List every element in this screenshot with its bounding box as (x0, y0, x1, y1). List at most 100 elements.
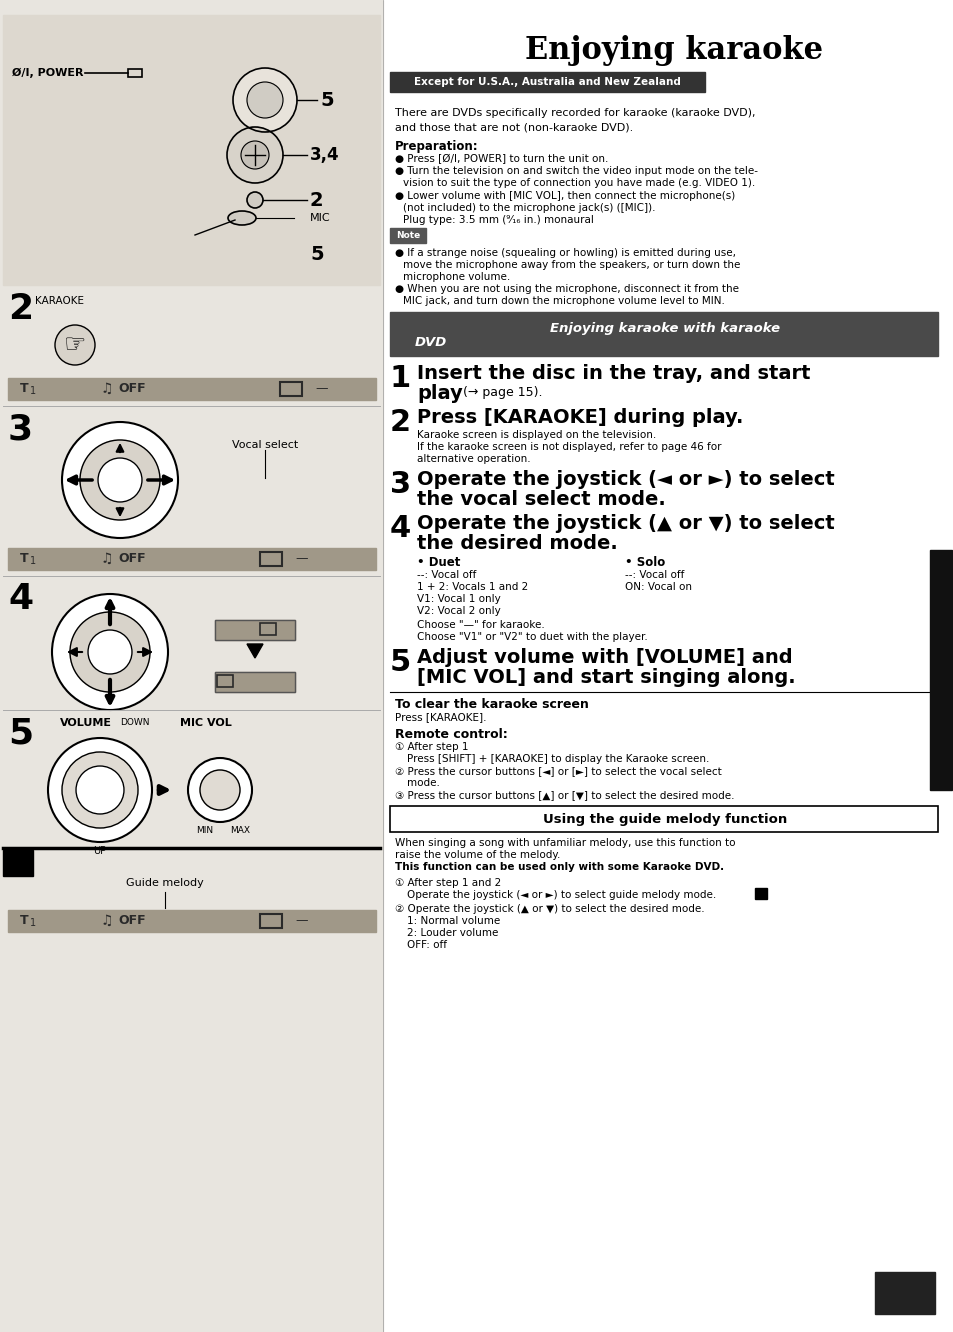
Text: Enjoying karaoke with karaoke: Enjoying karaoke with karaoke (549, 322, 780, 336)
Text: 5: 5 (319, 91, 334, 109)
Text: When singing a song with unfamiliar melody, use this function to: When singing a song with unfamiliar melo… (395, 838, 735, 848)
Text: mode.: mode. (407, 778, 439, 789)
Text: ● Turn the television on and switch the video input mode on the tele-: ● Turn the television on and switch the … (395, 166, 758, 176)
Text: microphone volume.: microphone volume. (402, 272, 510, 282)
Bar (3, 15, 379, 285)
Text: ♫: ♫ (100, 914, 112, 928)
Bar (260, 551, 282, 566)
Text: 1: 1 (30, 555, 36, 566)
Text: 5: 5 (310, 245, 323, 265)
Text: (→ page 15).: (→ page 15). (458, 386, 542, 400)
Bar (214, 673, 294, 693)
Text: 3: 3 (8, 412, 33, 446)
Text: ● Press [Ø/I, POWER] to turn the unit on.: ● Press [Ø/I, POWER] to turn the unit on… (395, 155, 608, 164)
Circle shape (247, 192, 263, 208)
Text: 4: 4 (8, 582, 33, 615)
Text: Choose "—" for karaoke.: Choose "—" for karaoke. (416, 619, 544, 630)
Text: 1: 1 (30, 386, 36, 396)
Bar (929, 550, 951, 790)
Text: Preparation:: Preparation: (395, 140, 478, 153)
Bar (214, 619, 294, 639)
Bar (280, 382, 302, 396)
Text: —: — (314, 382, 327, 396)
Circle shape (48, 738, 152, 842)
Circle shape (62, 422, 178, 538)
Bar (260, 623, 275, 635)
Text: --: Vocal off: --: Vocal off (416, 570, 476, 579)
Text: To clear the karaoke screen: To clear the karaoke screen (395, 698, 588, 711)
Text: Operate the joystick (◄ or ►) to select: Operate the joystick (◄ or ►) to select (416, 470, 834, 489)
Text: T: T (20, 551, 29, 565)
Bar (390, 806, 937, 832)
Text: OFF: off: OFF: off (407, 940, 447, 950)
Text: Enjoying karaoke: Enjoying karaoke (524, 35, 822, 67)
Text: (not included) to the microphone jack(s) ([MIC]).: (not included) to the microphone jack(s)… (402, 202, 655, 213)
Text: ③ Press the cursor buttons [▲] or [▼] to select the desired mode.: ③ Press the cursor buttons [▲] or [▼] to… (395, 790, 734, 801)
Circle shape (70, 611, 150, 693)
Text: • Solo: • Solo (624, 555, 664, 569)
Bar (390, 72, 704, 92)
Circle shape (62, 753, 138, 829)
Text: Remote control:: Remote control: (395, 729, 507, 741)
Text: A: A (758, 888, 763, 898)
Text: OFF: OFF (118, 551, 146, 565)
Bar (874, 1272, 934, 1313)
Text: OFF: OFF (118, 914, 146, 927)
Text: ● Lower volume with [MIC VOL], then connect the microphone(s): ● Lower volume with [MIC VOL], then conn… (395, 190, 735, 201)
Text: Press [SHIFT] + [KARAOKE] to display the Karaoke screen.: Press [SHIFT] + [KARAOKE] to display the… (407, 754, 709, 765)
Text: 1: 1 (390, 364, 411, 393)
Text: the vocal select mode.: the vocal select mode. (416, 490, 665, 509)
Text: DVD: DVD (415, 336, 447, 349)
Text: 2: 2 (310, 190, 323, 209)
Text: MIN: MIN (196, 826, 213, 835)
Circle shape (55, 325, 95, 365)
Text: VOLUME: VOLUME (60, 718, 112, 729)
Bar (390, 228, 426, 242)
Text: —: — (294, 914, 307, 927)
Bar (390, 312, 937, 356)
Text: ♫: ♫ (100, 382, 112, 396)
Bar (390, 806, 937, 832)
Text: V2: Vocal 2 only: V2: Vocal 2 only (416, 606, 500, 615)
Text: play: play (416, 384, 462, 404)
Circle shape (80, 440, 160, 519)
Text: 5: 5 (8, 717, 33, 750)
Text: ● If a strange noise (squealing or howling) is emitted during use,: ● If a strange noise (squealing or howli… (395, 248, 735, 258)
Text: --: Vocal off: --: Vocal off (624, 570, 683, 579)
Text: move the microphone away from the speakers, or turn down the: move the microphone away from the speake… (402, 260, 740, 270)
Bar (8, 378, 375, 400)
Circle shape (88, 630, 132, 674)
Text: Karaoke screen is displayed on the television.: Karaoke screen is displayed on the telev… (416, 430, 656, 440)
Bar (0, 0, 382, 1332)
Text: UP: UP (93, 846, 107, 856)
Text: 3,4: 3,4 (310, 147, 339, 164)
Text: raise the volume of the melody.: raise the volume of the melody. (395, 850, 559, 860)
Text: ① After step 1: ① After step 1 (395, 742, 468, 753)
Text: Using the guide melody function: Using the guide melody function (542, 813, 786, 826)
Text: [MIC VOL] and start singing along.: [MIC VOL] and start singing along. (416, 669, 795, 687)
Bar (8, 547, 375, 570)
Bar (214, 619, 294, 639)
Text: ① After step 1 and 2: ① After step 1 and 2 (395, 878, 500, 888)
Ellipse shape (228, 210, 255, 225)
Bar (214, 673, 294, 693)
Circle shape (98, 458, 142, 502)
Text: OFF: OFF (118, 382, 146, 396)
Bar (754, 888, 766, 899)
Bar (8, 910, 375, 932)
Text: MIC jack, and turn down the microphone volume level to MIN.: MIC jack, and turn down the microphone v… (402, 296, 724, 306)
Text: T: T (20, 382, 29, 396)
Text: A: A (10, 854, 26, 872)
Text: MIC VOL: MIC VOL (180, 718, 232, 729)
Text: ② Press the cursor buttons [◄] or [►] to select the vocal select: ② Press the cursor buttons [◄] or [►] to… (395, 766, 721, 777)
Text: ON: Vocal on: ON: Vocal on (624, 582, 691, 591)
Text: ♫: ♫ (100, 551, 112, 566)
Circle shape (247, 83, 283, 119)
Bar (128, 69, 142, 77)
Text: 1 + 2: Vocals 1 and 2: 1 + 2: Vocals 1 and 2 (416, 582, 528, 591)
Text: Ø/I, POWER: Ø/I, POWER (12, 68, 84, 79)
Text: Insert the disc in the tray, and start: Insert the disc in the tray, and start (416, 364, 810, 384)
Text: Note: Note (395, 230, 419, 240)
Text: ② Operate the joystick (▲ or ▼) to select the desired mode.: ② Operate the joystick (▲ or ▼) to selec… (395, 904, 704, 914)
Text: MIC: MIC (310, 213, 331, 222)
